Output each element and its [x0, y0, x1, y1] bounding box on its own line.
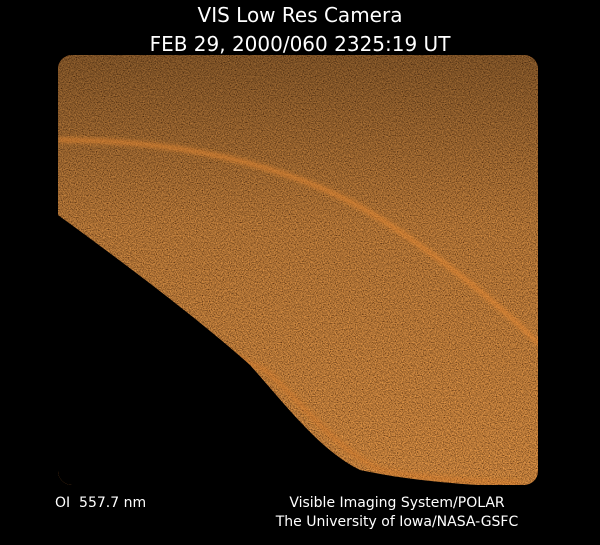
timestamp: FEB 29, 2000/060 2325:19 UT: [150, 32, 452, 56]
credit-line: The University of Iowa/NASA-GSFC: [275, 514, 519, 530]
filter-label: OI 557.7 nm: [55, 495, 146, 511]
camera-image: [58, 55, 538, 485]
credit-line: Visible Imaging System/POLAR: [289, 495, 505, 511]
dark-region: [58, 215, 525, 485]
limb-arc: [58, 138, 538, 347]
title: VIS Low Res Camera: [198, 3, 403, 27]
